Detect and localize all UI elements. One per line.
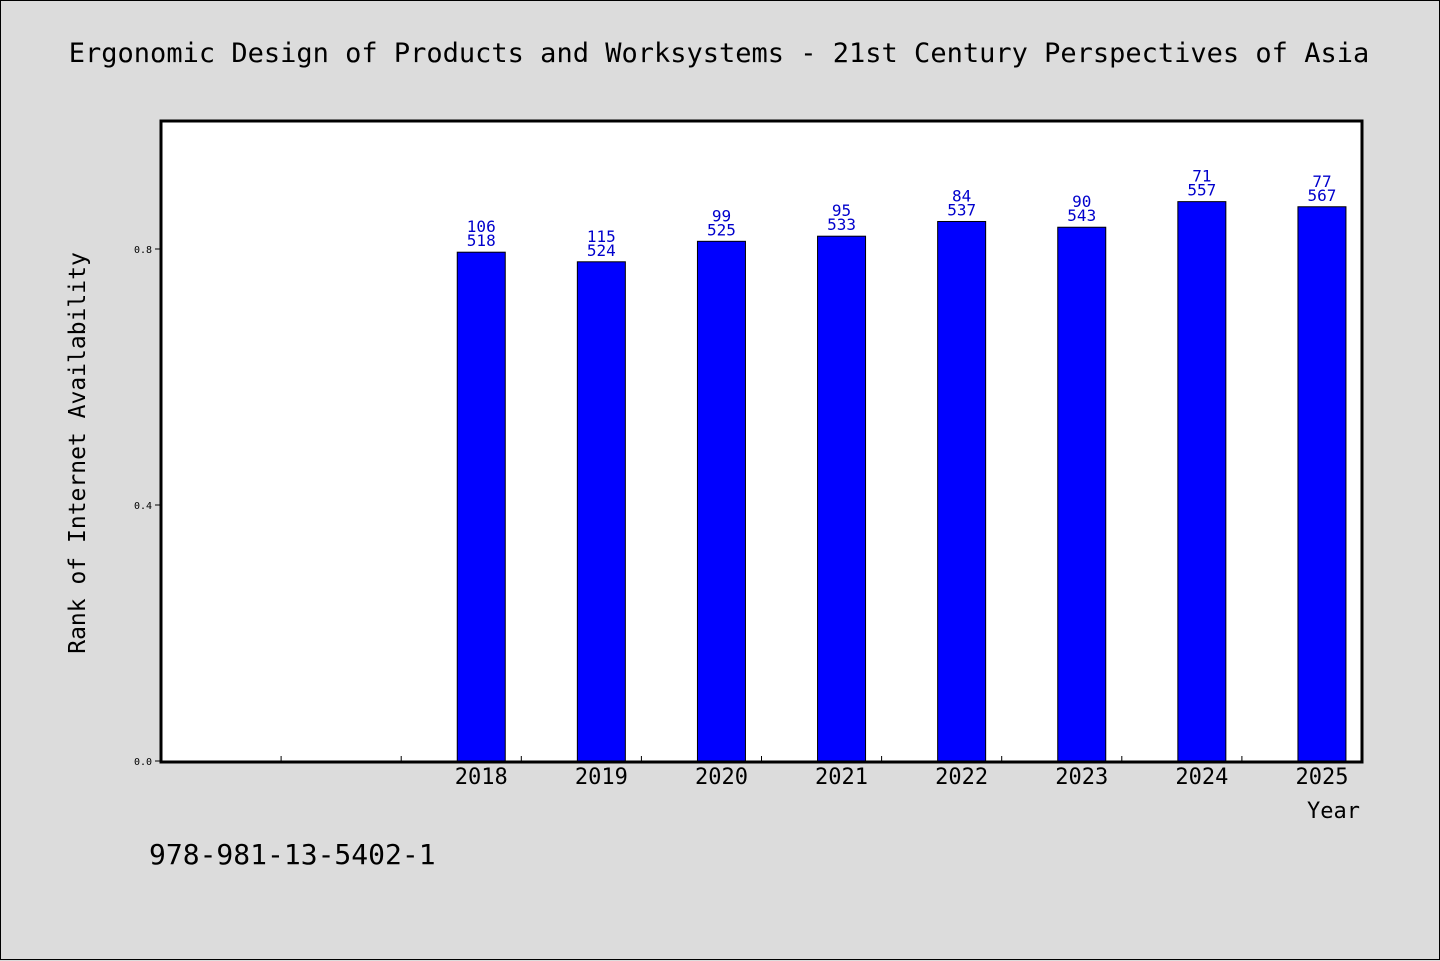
- x-axis-label: Year: [1307, 799, 1360, 824]
- chart-title: Ergonomic Design of Products and Worksys…: [69, 38, 1369, 69]
- x-tick-labels-group: 2018 2019 2020 2021 2022 2023 2024 2025: [455, 765, 1349, 790]
- bar: [817, 235, 867, 762]
- bar-label-bottom: 533: [827, 215, 856, 234]
- bar-label-bottom: 543: [1067, 206, 1096, 225]
- bar-label-bottom: 557: [1187, 181, 1216, 200]
- bar-label-top: 84: [952, 186, 971, 205]
- bar: [576, 261, 626, 762]
- isbn-text: 978-981-13-5402-1: [149, 838, 436, 871]
- bar-label-top: 115: [587, 227, 616, 246]
- y-tick-label: 0.4: [134, 501, 152, 512]
- bar: [1297, 206, 1347, 762]
- x-tick-label: 2021: [815, 765, 868, 790]
- bars-group: [456, 201, 1347, 762]
- x-tick-label: 2025: [1295, 765, 1348, 790]
- bar-label-bottom: 518: [467, 231, 496, 250]
- y-tick-label: 0.8: [134, 245, 152, 256]
- bar-label-top: 90: [1072, 192, 1091, 211]
- bar: [1177, 201, 1227, 762]
- bar: [937, 220, 987, 762]
- bar: [696, 240, 746, 762]
- x-tick-label: 2020: [695, 765, 748, 790]
- bar-label-bottom: 525: [707, 220, 736, 239]
- bar-label-bottom: 537: [947, 200, 976, 219]
- bar: [456, 251, 506, 762]
- x-tick-label: 2019: [575, 765, 628, 790]
- bar: [1057, 226, 1107, 762]
- bar-label-bottom: 567: [1307, 186, 1336, 205]
- bar-label-top: 77: [1312, 172, 1331, 191]
- x-tick-label: 2024: [1175, 765, 1228, 790]
- y-tick-labels-group: 0.0 0.4 0.8: [134, 245, 152, 768]
- y-tick-label: 0.0: [134, 757, 152, 768]
- bar-label-top: 106: [467, 217, 496, 236]
- x-tick-label: 2018: [455, 765, 508, 790]
- bar-label-top: 71: [1192, 167, 1211, 186]
- bar-label-bottom: 524: [587, 241, 616, 260]
- x-tick-label: 2023: [1055, 765, 1108, 790]
- bar-label-top: 95: [832, 201, 851, 220]
- bar-label-top: 99: [712, 206, 731, 225]
- x-tick-label: 2022: [935, 765, 988, 790]
- plot-border: [159, 119, 1364, 764]
- plot-area: [161, 121, 1362, 762]
- y-axis-label: Rank of Internet Availability: [65, 252, 91, 654]
